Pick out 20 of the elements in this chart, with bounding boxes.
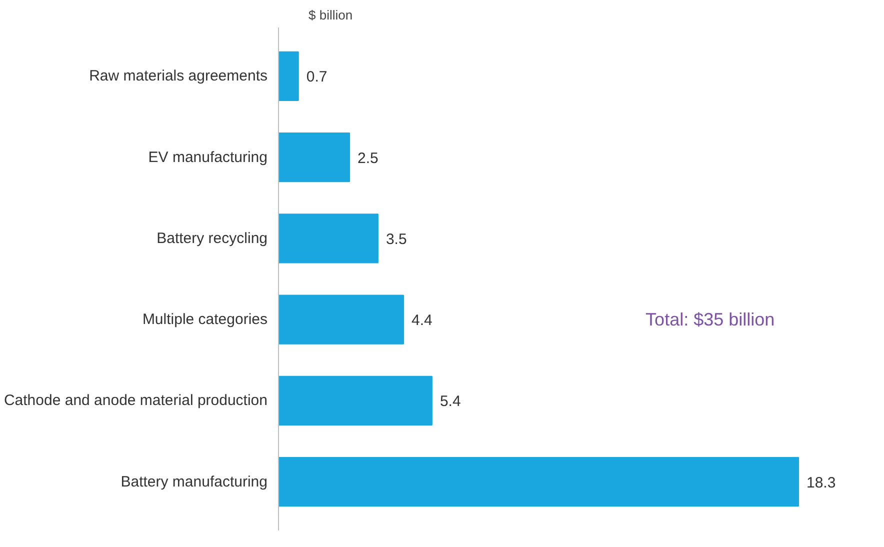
bar [278, 132, 350, 182]
bar [278, 294, 404, 344]
data-label: 0.7 [306, 68, 328, 86]
bar [278, 51, 299, 102]
bar [278, 456, 799, 507]
y-tick-label: Battery manufacturing [120, 473, 268, 490]
y-tick-label: EV manufacturing [148, 148, 268, 166]
y-axis-title: $ billion [308, 8, 353, 22]
y-tick-label: Raw materials agreements [89, 68, 268, 85]
y-tick-label: Multiple categories [142, 311, 268, 328]
bar [278, 376, 432, 426]
annotation: Total: $35 billion [646, 310, 775, 330]
data-label: 3.5 [386, 230, 407, 248]
y-tick-label: Cathode and anode material production [4, 392, 268, 410]
data-label: 4.4 [412, 312, 432, 330]
data-label: 2.5 [358, 150, 378, 167]
y-tick-label: Battery recycling [156, 230, 268, 247]
data-label: 5.4 [440, 393, 461, 410]
bar [278, 214, 378, 264]
data-label: 18.3 [806, 474, 836, 492]
